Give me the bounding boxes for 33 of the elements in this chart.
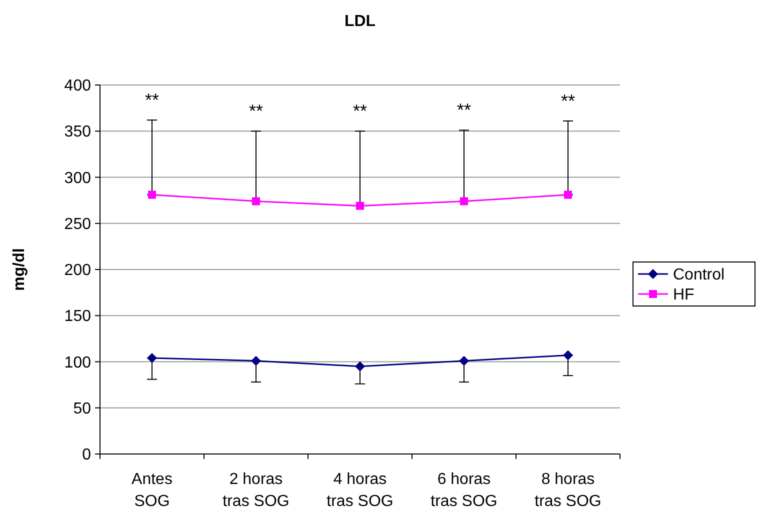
x-tick-label: 6 horas tras SOG (430, 471, 498, 510)
y-axis-title: mg/dl (11, 248, 28, 291)
y-tick-label: 350 (64, 124, 92, 141)
annotation: ** (456, 100, 472, 120)
annotation: ** (248, 101, 264, 122)
x-tick-label: 2 horas tras SOG (222, 471, 290, 510)
point (564, 190, 572, 199)
y-tick-label: 200 (64, 262, 92, 280)
chart-title: LDL (344, 13, 376, 30)
y-tick-label: 0 (82, 446, 92, 464)
annotation: ** (352, 101, 368, 122)
point (563, 350, 573, 360)
y-tick-label: 100 (64, 354, 92, 372)
legend-label: HF (673, 286, 695, 304)
annotation: ** (560, 90, 576, 111)
point (459, 356, 469, 366)
point (355, 361, 365, 372)
y-tick-label: 400 (64, 78, 92, 95)
y-tick-label: 250 (64, 216, 92, 233)
point (147, 353, 157, 364)
point (252, 197, 260, 206)
annotation: ** (144, 90, 160, 110)
x-tick-label: 8 horas tras SOG (534, 471, 602, 510)
legend-label: Control (673, 266, 725, 284)
x-tick-label: Antes SOG (132, 471, 172, 510)
x-tick-label: 4 horas tras SOG (326, 471, 394, 510)
y-tick-label: 150 (64, 308, 92, 326)
point (148, 190, 156, 199)
y-tick-label: 300 (64, 170, 92, 187)
point (460, 197, 468, 206)
point (251, 356, 261, 366)
point (356, 202, 364, 210)
y-tick-label: 50 (73, 400, 92, 418)
